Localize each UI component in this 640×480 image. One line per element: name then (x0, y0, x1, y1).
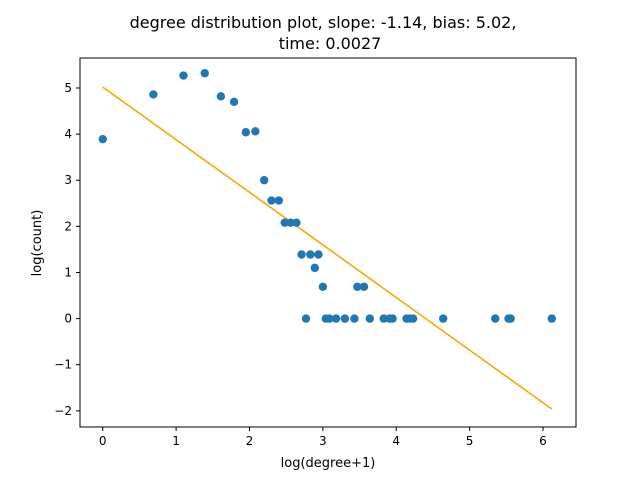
data-point (98, 134, 107, 144)
data-point (274, 196, 284, 205)
data-point (388, 314, 397, 323)
y-tick-label: 4 (64, 127, 72, 141)
data-point (350, 314, 359, 323)
data-point (179, 71, 188, 80)
data-point (379, 314, 388, 323)
y-tick-label: −1 (54, 358, 72, 372)
x-tick-label: 5 (466, 434, 474, 448)
y-tick-label: 2 (64, 219, 72, 233)
data-point (280, 218, 289, 227)
data-point (229, 97, 239, 107)
x-axis-ticks: 0 1 2 3 4 5 6 (99, 427, 547, 448)
x-tick-label: 2 (246, 434, 254, 448)
data-point (292, 218, 301, 227)
y-axis-label: log(count) (30, 210, 45, 277)
data-point (241, 128, 251, 137)
data-point (547, 314, 556, 323)
data-point (331, 314, 341, 323)
y-tick-label: 5 (64, 81, 72, 95)
data-point (200, 69, 209, 78)
data-point (314, 250, 323, 259)
data-point (506, 314, 515, 323)
data-point (306, 250, 315, 259)
data-point (297, 250, 306, 259)
data-point (216, 92, 226, 101)
y-tick-label: 0 (64, 312, 72, 326)
chart-title-line2: time: 0.0027 (279, 34, 382, 53)
plot-area-frame (79, 57, 577, 428)
x-tick-label: 3 (319, 434, 327, 448)
data-point (491, 314, 500, 323)
data-point (353, 282, 362, 291)
chart-title-line1: degree distribution plot, slope: -1.14, … (130, 13, 517, 32)
y-tick-label: −2 (54, 404, 72, 418)
data-point (310, 263, 319, 273)
fit-line-layer (102, 86, 553, 410)
data-point (149, 90, 158, 99)
data-point (438, 314, 448, 323)
y-tick-label: 3 (64, 173, 72, 187)
x-tick-label: 4 (392, 434, 400, 448)
fit-line (102, 86, 553, 410)
x-tick-label: 0 (99, 434, 107, 448)
data-point (359, 282, 369, 291)
data-point (286, 218, 295, 227)
data-point (408, 314, 418, 323)
data-point (251, 127, 260, 136)
x-tick-label: 1 (172, 434, 180, 448)
data-point (301, 314, 311, 323)
data-point (325, 314, 334, 323)
scatter-points-layer (98, 69, 556, 323)
data-point (365, 314, 375, 323)
data-point (267, 196, 276, 205)
x-tick-label: 6 (539, 434, 547, 448)
y-tick-label: 1 (64, 265, 72, 279)
data-point (340, 314, 350, 323)
y-axis-ticks: −2 −1 0 1 2 3 4 5 (54, 81, 80, 418)
data-point (318, 282, 328, 291)
x-axis-label: log(degree+1) (281, 456, 376, 471)
data-point (259, 176, 269, 185)
